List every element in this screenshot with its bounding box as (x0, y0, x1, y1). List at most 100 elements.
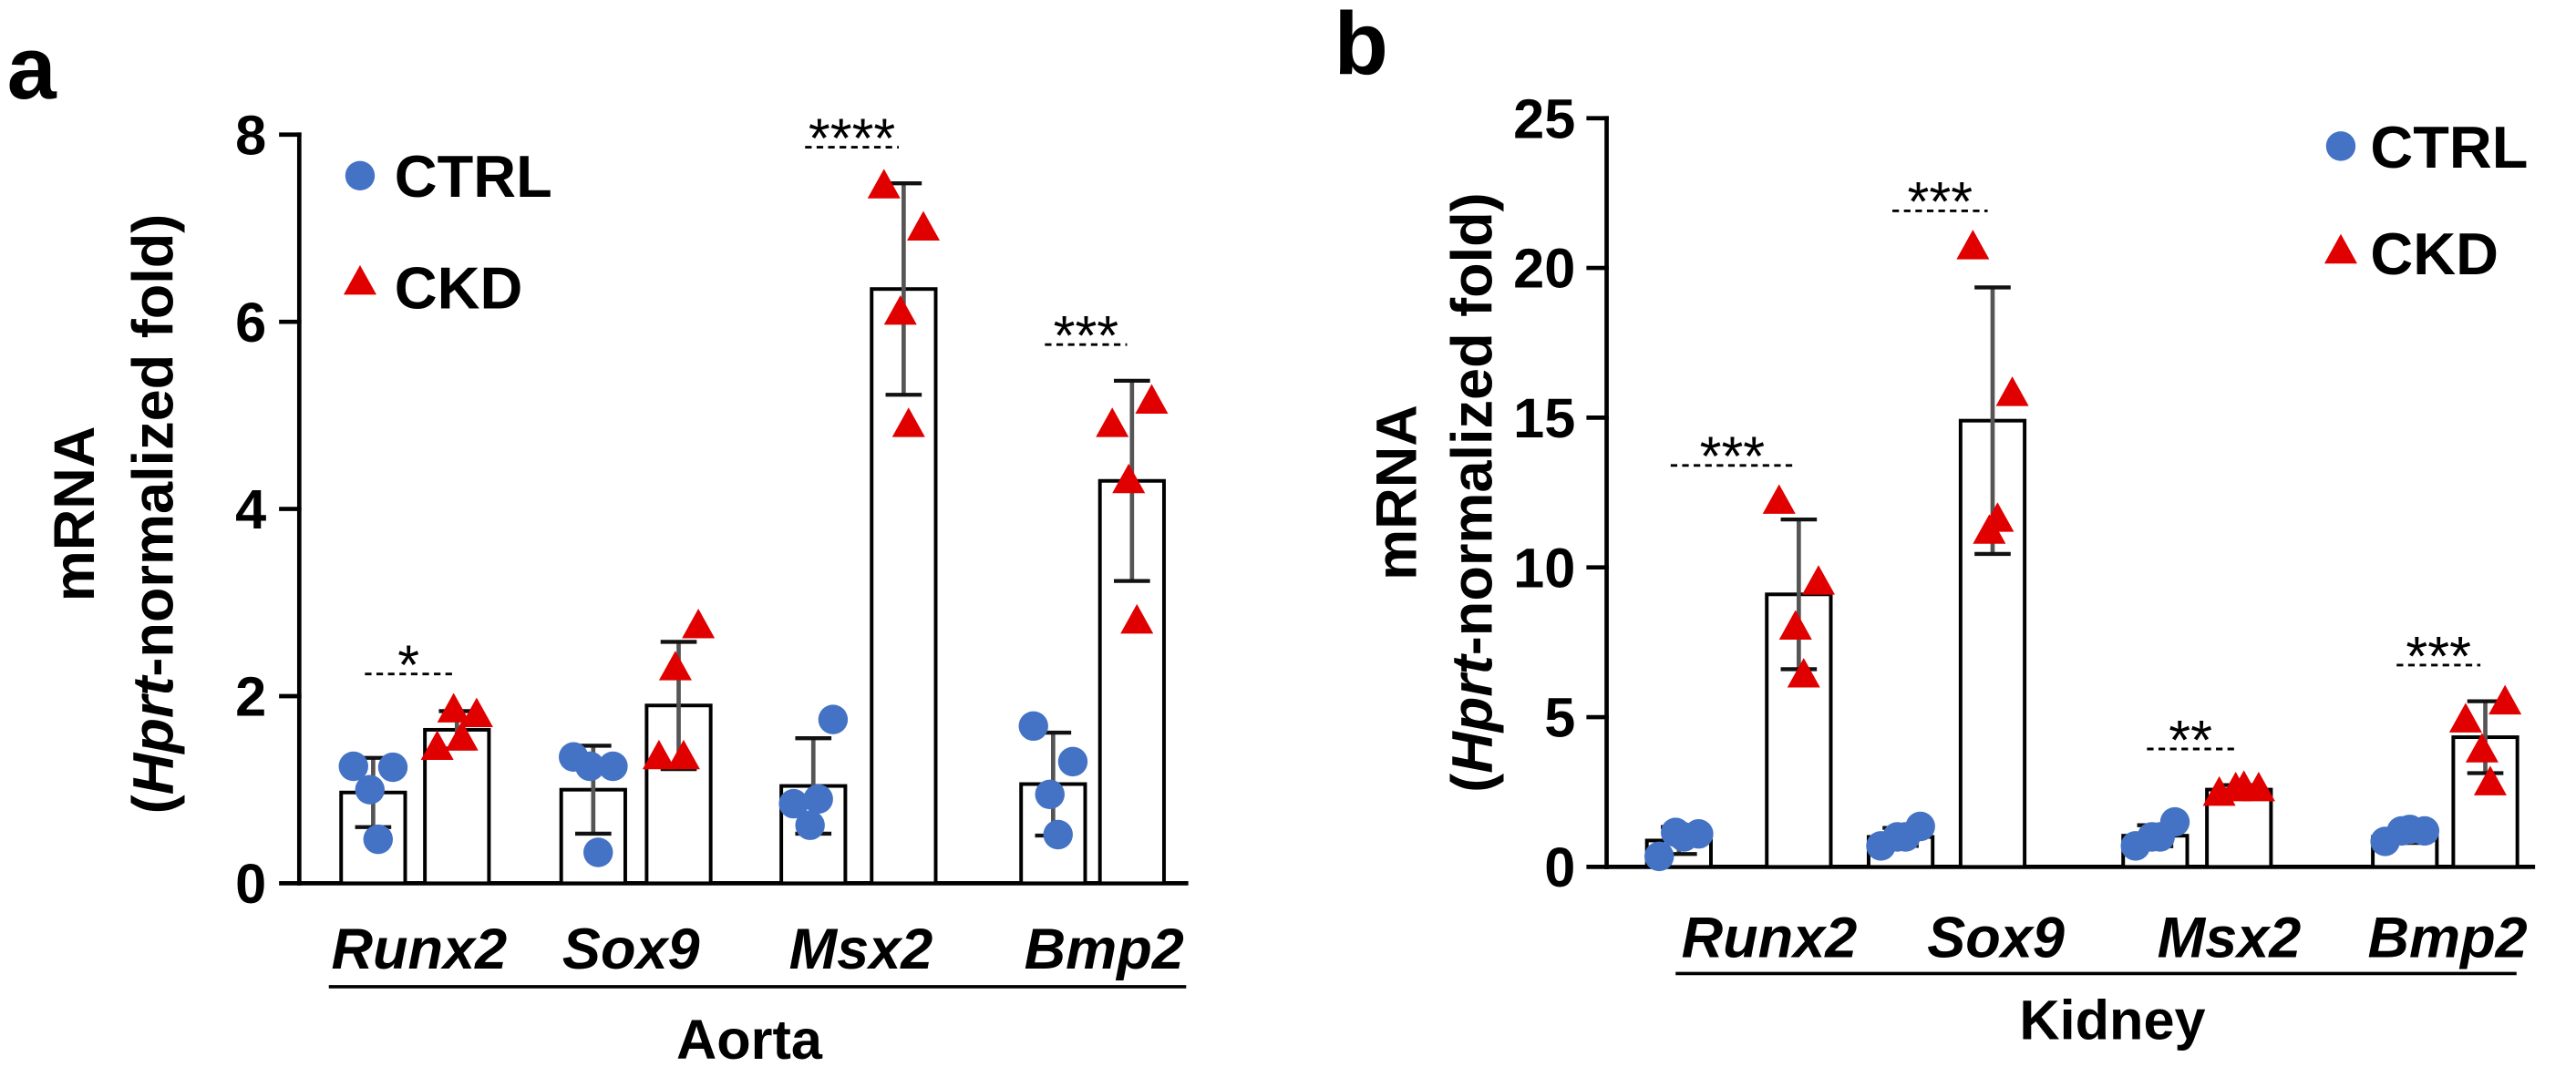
point-aorta-bmp2-ctrl-4 (1043, 819, 1073, 850)
aorta-legend-markers (343, 160, 376, 295)
kidney-y-tick-label-5: 5 (1544, 687, 1575, 749)
aorta-y-axis-label-line1: mRNA (43, 426, 107, 602)
point-aorta-bmp2-ctrl-3 (1035, 779, 1065, 810)
kidney-y-tick-label-0: 0 (1544, 836, 1575, 898)
kidney-significance-label-runx2: *** (1700, 426, 1766, 487)
point-aorta-msx2-ctrl-4 (803, 784, 833, 815)
point-aorta-sox9-ctrl-3 (575, 751, 605, 782)
point-aorta-runx2-ckd-4 (445, 721, 479, 751)
kidney-legend-marker-ckd (2324, 233, 2357, 264)
kidney-category-label-sox9: Sox9 (1927, 906, 2065, 969)
aorta-y-tick-label-4: 4 (235, 478, 266, 540)
kidney-y-axis-label-line1: mRNA (1365, 405, 1429, 580)
point-kidney-bmp2-ckd-4 (2473, 765, 2507, 795)
aorta-y-tick-label-2: 2 (235, 666, 266, 728)
point-aorta-bmp2-ctrl-1 (1018, 711, 1048, 742)
aorta-x-axis-label: Aorta (676, 1009, 823, 1071)
kidney-data-points (1643, 230, 2522, 872)
kidney-ylabel-gene: Hprt (1440, 652, 1504, 774)
panel-b-kidney: b mRNA (Hprt-normalized fold) 0 5 10 15 20 25… (1334, 0, 2536, 1051)
aorta-y-axis-label-line2: (Hprt-normalized fold) (122, 214, 186, 814)
kidney-category-label-runx2: Runx2 (1682, 906, 1858, 969)
aorta-ylabel-rest: -normalized fold) (122, 214, 186, 677)
point-kidney-runx2-ckd-4 (1787, 658, 1820, 688)
aorta-y-tick-label-6: 6 (235, 292, 266, 354)
point-aorta-sox9-ckd-3 (658, 651, 692, 681)
point-kidney-bmp2-ckd-3 (2465, 733, 2499, 763)
point-aorta-runx2-ckd-3 (437, 692, 470, 723)
aorta-legend-label-ctrl: CTRL (395, 143, 552, 210)
point-kidney-sox9-ctrl-4 (1891, 822, 1921, 852)
point-aorta-msx2-ckd-2 (906, 210, 941, 241)
kidney-y-axis-label-line2: (Hprt-normalized fold) (1440, 192, 1504, 792)
aorta-category-label-msx2: Msx2 (789, 918, 933, 981)
point-kidney-sox9-ckd-1 (1956, 230, 1990, 260)
point-aorta-bmp2-ckd-2 (1135, 384, 1169, 414)
panel-label-a: a (7, 18, 57, 118)
point-aorta-bmp2-ckd-3 (1112, 463, 1146, 494)
aorta-axes: 0 2 4 6 8 (235, 104, 1189, 915)
error-bar-kidney-sox9-ckd (1974, 285, 2011, 557)
point-aorta-msx2-ctrl-3 (795, 810, 825, 840)
kidney-significance: *********** (1670, 170, 2481, 771)
kidney-y-tick-label-20: 20 (1513, 238, 1575, 300)
aorta-significance-label-msx2: **** (809, 107, 895, 169)
point-aorta-sox9-ckd-1 (642, 739, 675, 770)
kidney-legend-label-ckd: CKD (2370, 221, 2499, 287)
point-kidney-runx2-ctrl-1 (1643, 841, 1674, 872)
point-aorta-runx2-ckd-1 (420, 730, 454, 760)
kidney-legend-label-ctrl: CTRL (2370, 114, 2528, 180)
point-aorta-runx2-ctrl-3 (355, 774, 385, 805)
point-kidney-msx2-ctrl-4 (2145, 822, 2175, 852)
point-aorta-msx2-ckd-4 (891, 407, 925, 437)
point-kidney-sox9-ckd-2 (1995, 376, 2029, 406)
aorta-y-tick-label-0: 0 (235, 853, 266, 915)
aorta-ylabel-gene: Hprt (122, 674, 186, 795)
point-kidney-msx2-ckd-4 (2227, 770, 2261, 800)
point-aorta-sox9-ctrl-2 (598, 751, 628, 782)
point-aorta-msx2-ctrl-1 (778, 788, 809, 819)
point-aorta-msx2-ckd-1 (867, 169, 901, 199)
kidney-ylabel-rest: -normalized fold) (1440, 192, 1504, 655)
kidney-y-tick-label-25: 25 (1513, 87, 1575, 149)
point-kidney-bmp2-ckd-1 (2448, 703, 2482, 733)
aorta-y-tick-label-8: 8 (235, 104, 266, 166)
kidney-x-axis-label: Kidney (2019, 990, 2205, 1051)
point-kidney-runx2-ckd-2 (1801, 565, 1836, 595)
kidney-legend-markers (2324, 131, 2357, 264)
point-aorta-runx2-ctrl-2 (377, 752, 408, 783)
point-aorta-runx2-ctrl-1 (338, 751, 368, 782)
aorta-legend-marker-ctrl (345, 160, 376, 191)
kidney-significance-label-bmp2: *** (2406, 625, 2471, 687)
point-aorta-msx2-ctrl-2 (818, 704, 849, 734)
panel-a-aorta: a mRNA (Hprt-normalized fold) 02468*****… (7, 18, 1189, 1071)
kidney-y-tick-label-15: 15 (1513, 387, 1575, 449)
point-kidney-runx2-ckd-1 (1762, 484, 1796, 514)
point-aorta-bmp2-ckd-4 (1120, 603, 1154, 634)
kidney-significance-label-msx2: ** (2169, 709, 2212, 771)
kidney-y-tick-label-10: 10 (1513, 537, 1575, 599)
aorta-category-label-bmp2: Bmp2 (1025, 918, 1184, 981)
kidney-legend-marker-ctrl (2325, 131, 2356, 161)
aorta-legend-label-ckd: CKD (395, 255, 523, 322)
aorta-category-label-runx2: Runx2 (331, 918, 507, 981)
point-aorta-runx2-ctrl-4 (363, 824, 394, 855)
point-aorta-sox9-ctrl-4 (583, 837, 613, 867)
aorta-category-label-sox9: Sox9 (562, 918, 700, 981)
kidney-category-label-msx2: Msx2 (2158, 906, 2302, 969)
point-kidney-runx2-ctrl-4 (1669, 822, 1699, 852)
panel-label-b: b (1334, 0, 1387, 93)
point-aorta-sox9-ckd-4 (666, 739, 700, 770)
point-kidney-sox9-ckd-4 (1981, 502, 2014, 532)
kidney-significance-label-sox9: *** (1908, 170, 1973, 232)
point-aorta-msx2-ckd-3 (883, 294, 917, 325)
aorta-legend-marker-ckd (343, 264, 376, 295)
aorta-ylabel-open: ( (122, 795, 186, 814)
point-kidney-bmp2-ckd-2 (2488, 684, 2522, 715)
aorta-significance-label-bmp2: *** (1054, 304, 1119, 366)
kidney-category-label-bmp2: Bmp2 (2368, 906, 2528, 969)
